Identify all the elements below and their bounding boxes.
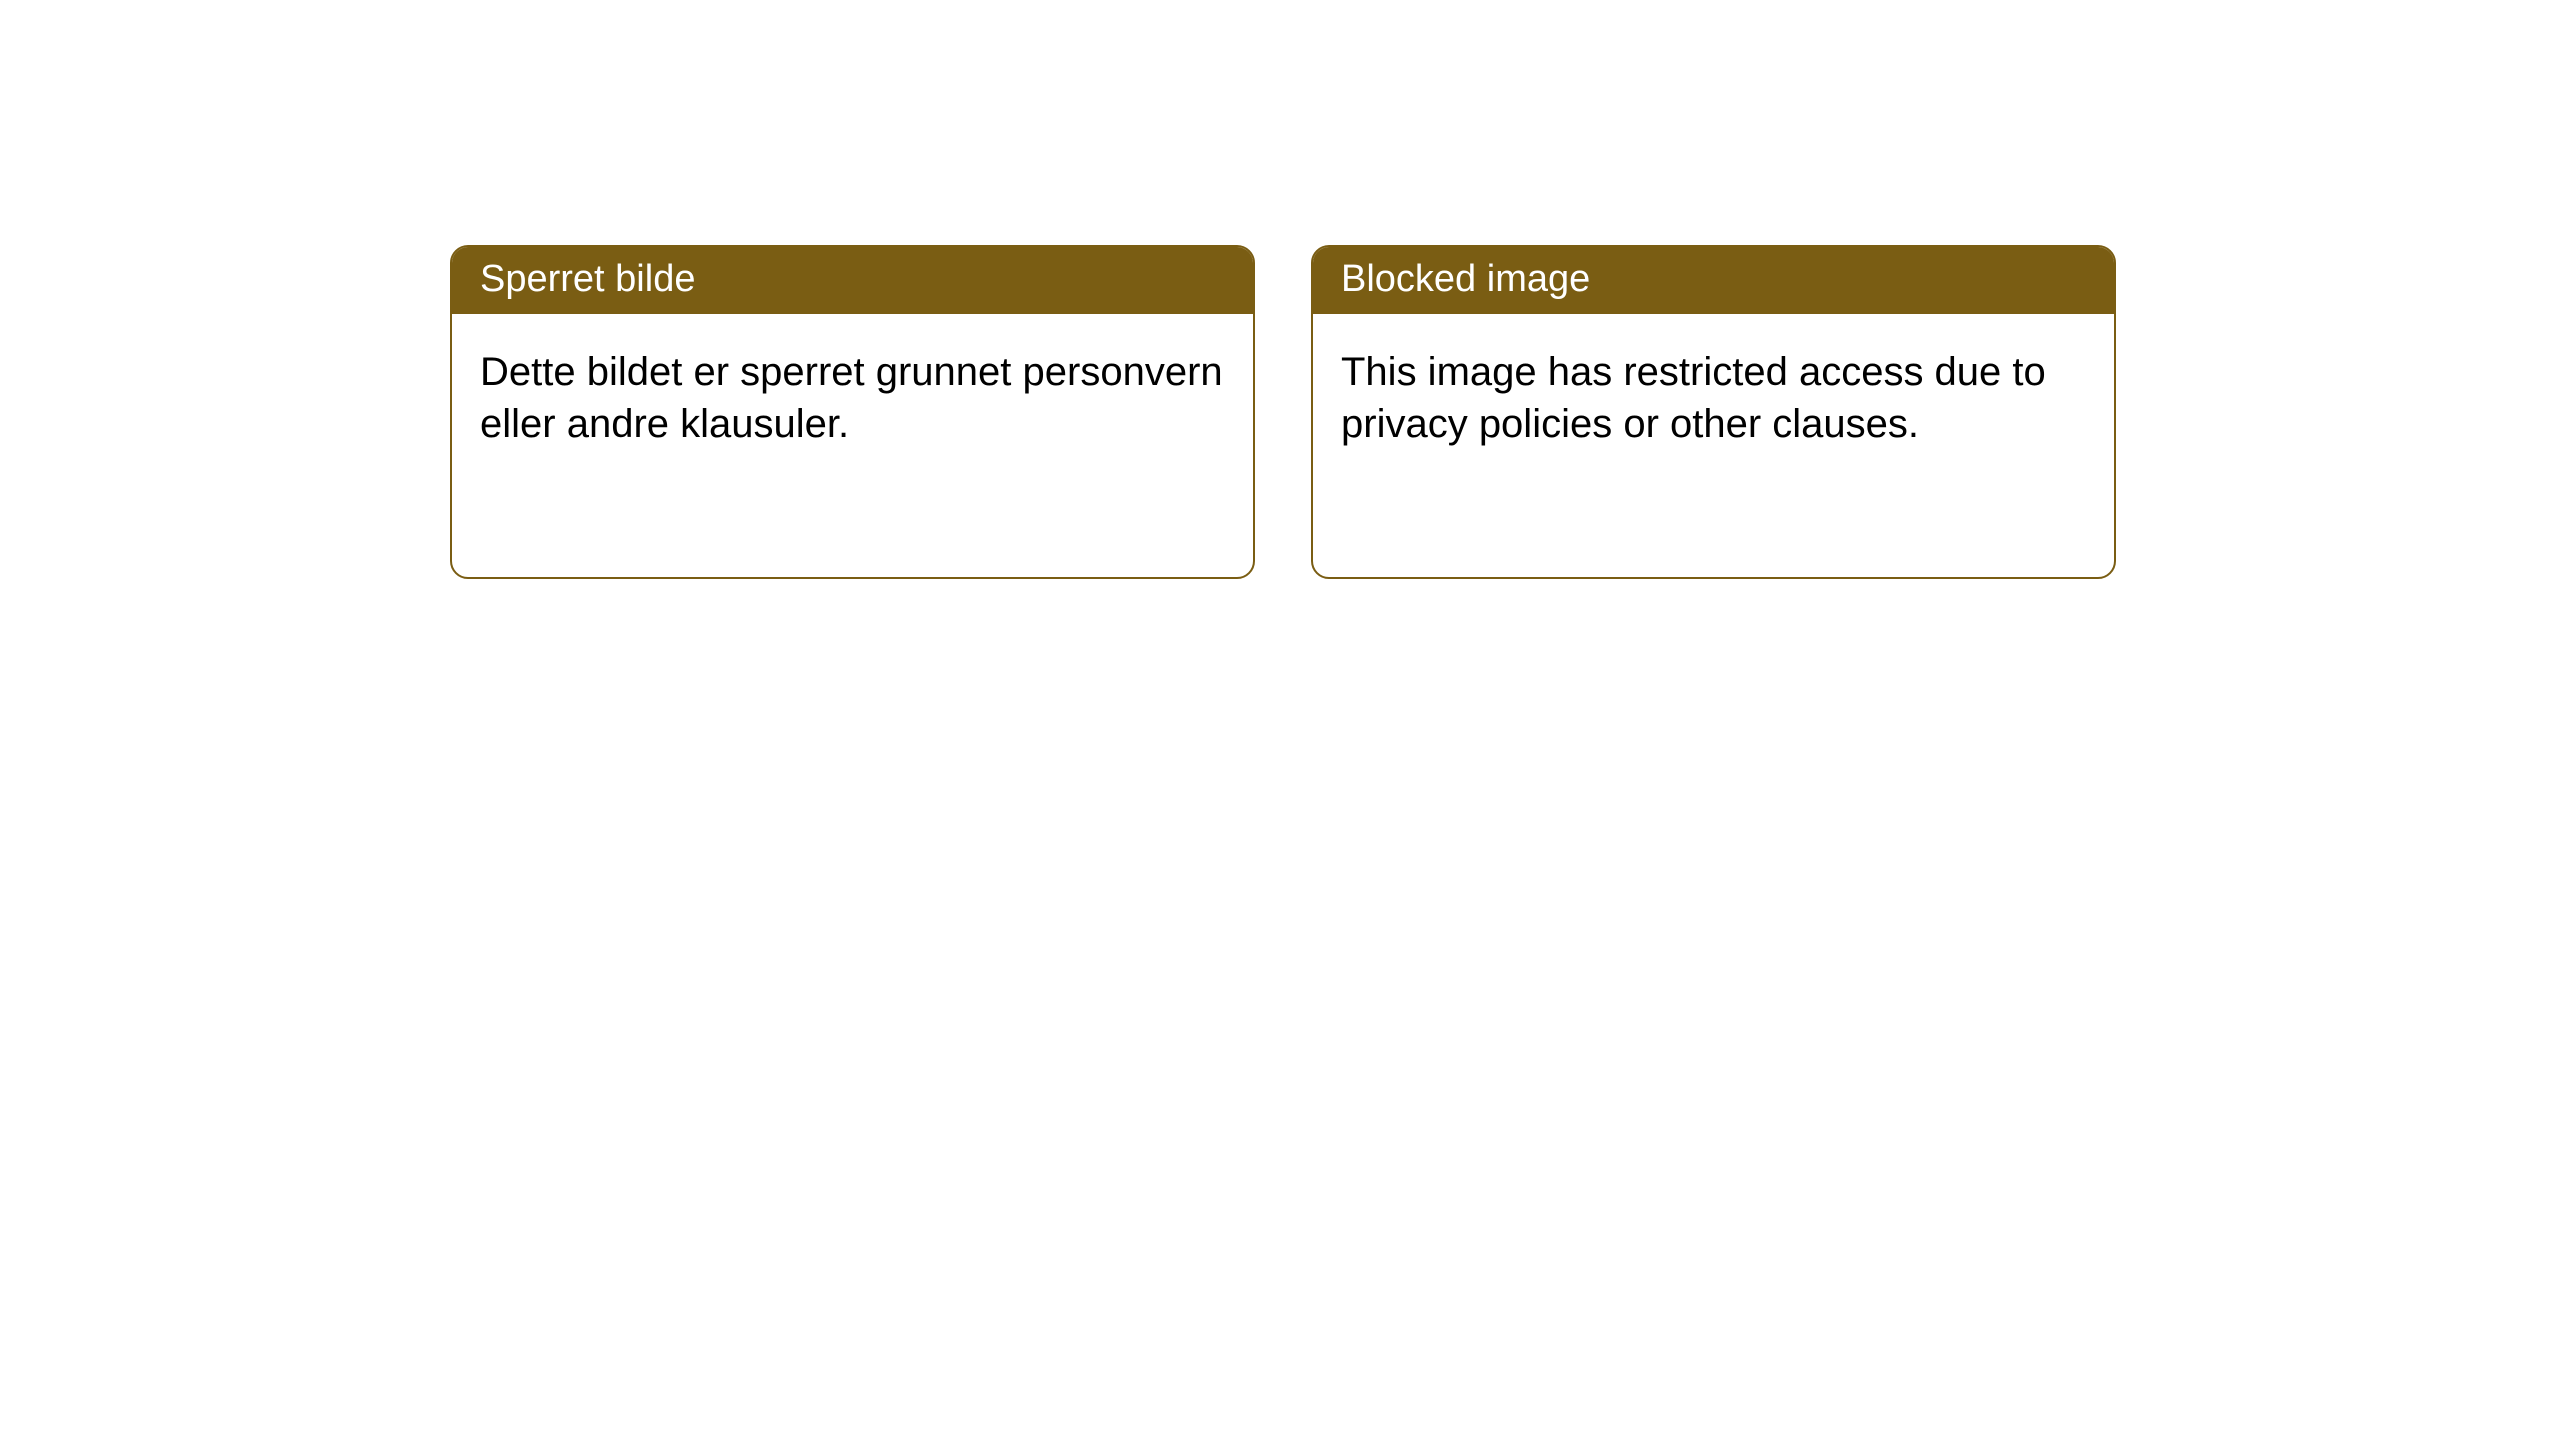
notice-card-norwegian: Sperret bilde Dette bildet er sperret gr… xyxy=(450,245,1255,579)
notice-body: This image has restricted access due to … xyxy=(1313,314,2114,482)
notice-body: Dette bildet er sperret grunnet personve… xyxy=(452,314,1253,482)
notice-card-english: Blocked image This image has restricted … xyxy=(1311,245,2116,579)
notice-header: Blocked image xyxy=(1313,247,2114,314)
notice-title: Blocked image xyxy=(1341,258,1590,300)
notice-header: Sperret bilde xyxy=(452,247,1253,314)
notice-container: Sperret bilde Dette bildet er sperret gr… xyxy=(0,0,2560,579)
notice-message: This image has restricted access due to … xyxy=(1341,350,2046,446)
notice-title: Sperret bilde xyxy=(480,258,695,300)
notice-message: Dette bildet er sperret grunnet personve… xyxy=(480,350,1223,446)
